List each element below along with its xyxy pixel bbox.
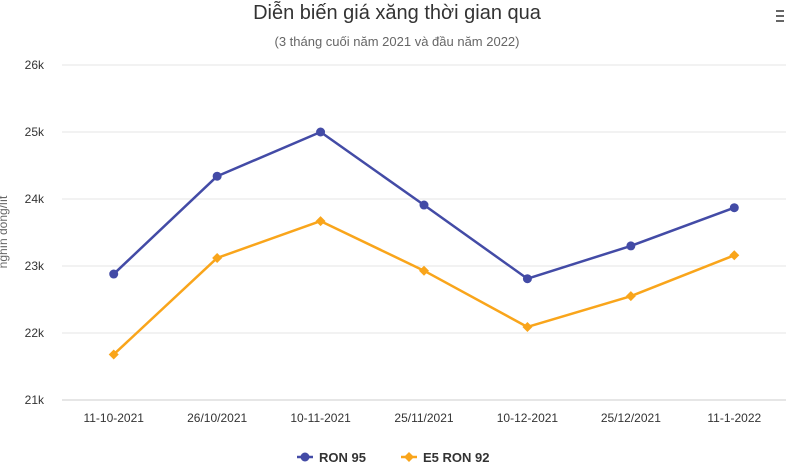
data-point[interactable]: [109, 269, 119, 279]
data-point[interactable]: [419, 265, 429, 276]
y-axis-ticks: 21k 22k 23k 24k 25k 26k: [25, 58, 45, 407]
chart-subtitle: (3 tháng cuối năm 2021 và đầu năm 2022): [274, 34, 519, 49]
hamburger-menu-icon[interactable]: [776, 10, 784, 22]
gridlines: [62, 64, 786, 401]
data-point[interactable]: [316, 127, 326, 137]
data-point[interactable]: [729, 203, 739, 213]
x-tick-label: 25/11/2021: [394, 411, 453, 425]
y-tick-label: 23k: [25, 259, 45, 273]
data-point[interactable]: [212, 252, 223, 263]
y-axis-label: nghìn đồng/lít: [0, 195, 10, 268]
x-tick-label: 25/12/2021: [601, 411, 661, 425]
data-point[interactable]: [522, 274, 532, 284]
legend-marker: [404, 452, 414, 462]
legend-label: E5 RON 92: [423, 450, 489, 465]
series-group: [108, 127, 740, 360]
data-point[interactable]: [626, 241, 636, 251]
y-tick-label: 25k: [25, 125, 45, 139]
y-tick-label: 22k: [25, 326, 45, 340]
data-point[interactable]: [522, 321, 533, 332]
x-tick-label: 10-11-2021: [290, 411, 351, 425]
x-tick-label: 11-10-2021: [83, 411, 144, 425]
data-point[interactable]: [212, 171, 222, 181]
data-point[interactable]: [108, 349, 119, 360]
series-e5-ron-92: [108, 216, 740, 360]
y-tick-label: 21k: [25, 393, 45, 407]
x-axis-ticks: 11-10-2021 26/10/2021 10-11-2021 25/11/2021…: [83, 411, 761, 425]
series-ron-95: [109, 127, 739, 284]
legend[interactable]: RON 95 E5 RON 92: [297, 450, 489, 465]
y-tick-label: 26k: [25, 58, 45, 72]
x-tick-label: 11-1-2022: [707, 411, 761, 425]
legend-label: RON 95: [319, 450, 366, 465]
legend-item[interactable]: RON 95: [297, 450, 366, 465]
data-point[interactable]: [729, 250, 740, 261]
legend-marker: [300, 452, 310, 462]
data-point[interactable]: [419, 200, 429, 210]
data-point[interactable]: [625, 291, 636, 302]
data-point[interactable]: [315, 216, 326, 227]
legend-item[interactable]: E5 RON 92: [401, 450, 489, 465]
x-tick-label: 10-12-2021: [497, 411, 559, 425]
chart-title: Diễn biến giá xăng thời gian qua: [253, 1, 542, 24]
y-tick-label: 24k: [25, 192, 45, 206]
x-tick-label: 26/10/2021: [187, 411, 247, 425]
